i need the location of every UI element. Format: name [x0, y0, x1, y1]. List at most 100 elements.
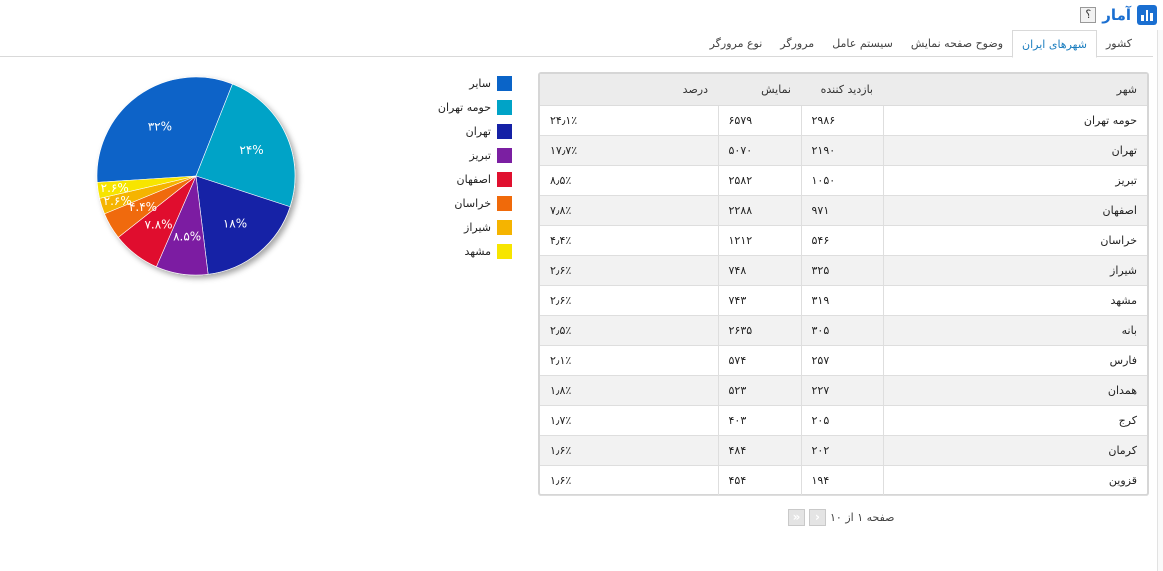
cell-city: کرج: [882, 405, 1147, 436]
tab-browser[interactable]: مرورگر: [780, 37, 815, 50]
cell-views: ۵۲۳: [717, 375, 801, 406]
cell-visitors: ۳۲۵: [800, 255, 883, 286]
cell-percent: ۲۴٫۱٪: [540, 105, 718, 136]
table-header-row: شهر بازدید کننده نمایش درصد: [540, 74, 1147, 106]
cell-visitors: ۲۱۹۰: [800, 135, 883, 166]
table-row[interactable]: مشهد ۳۱۹ ۷۴۳ ۲٫۶٪: [540, 285, 1147, 316]
scrollbar[interactable]: [1157, 30, 1163, 571]
cell-percent: ۱٫۶٪: [540, 435, 718, 466]
pie-slice[interactable]: [195, 83, 296, 208]
legend-item[interactable]: تهران: [436, 119, 512, 143]
pagination: صفحه ۱ از ۱۰ › »: [788, 509, 899, 526]
table-row[interactable]: فارس ۲۵۷ ۵۷۴ ۲٫۱٪: [540, 345, 1147, 376]
cell-city: فارس: [882, 345, 1147, 376]
cell-city: تبریز: [882, 165, 1147, 196]
table-row[interactable]: کرج ۲۰۵ ۴۰۳ ۱٫۷٪: [540, 405, 1147, 436]
table-row[interactable]: همدان ۲۲۷ ۵۲۳ ۱٫۸٪: [540, 375, 1147, 406]
pie-slice-label: ۷.۸%: [144, 218, 172, 232]
table-row[interactable]: خراسان ۵۴۶ ۱۲۱۲ ۴٫۴٪: [540, 225, 1147, 256]
legend-label: تبریز: [469, 148, 491, 162]
bar-chart-icon: [1137, 5, 1157, 25]
cell-city: مشهد: [882, 285, 1147, 316]
page-info: صفحه ۱ از ۱۰: [830, 511, 895, 524]
cell-city: شیراز: [882, 255, 1147, 286]
cell-percent: ۱٫۷٪: [540, 405, 718, 436]
tab-country[interactable]: کشور: [1105, 37, 1132, 50]
legend-swatch: [497, 243, 512, 259]
chevron-right-icon: ›: [815, 510, 820, 524]
tab-screen-resolution[interactable]: وضوح صفحه نمایش: [910, 37, 1004, 50]
column-header-city[interactable]: شهر: [883, 74, 1147, 106]
table-row[interactable]: تهران ۲۱۹۰ ۵۰۷۰ ۱۷٫۷٪: [540, 135, 1147, 166]
cell-visitors: ۱۹۴: [800, 465, 883, 496]
legend-item[interactable]: خراسان: [436, 191, 512, 215]
pie-chart: ۳۲% ۲۴% ۱۸% ۸.۵% ۷.۸% ۴.۴% ۲.۶% ۲.۶%: [96, 76, 306, 286]
legend-item[interactable]: مشهد: [436, 239, 512, 263]
cell-views: ۵۷۴: [717, 345, 801, 376]
legend-item[interactable]: تبریز: [436, 143, 512, 167]
cell-visitors: ۲۰۲: [800, 435, 883, 466]
cell-percent: ۲٫۶٪: [540, 285, 718, 316]
pie-slice-label: ۴.۴%: [129, 200, 157, 214]
cell-percent: ۱٫۸٪: [540, 375, 718, 406]
pie-slice[interactable]: [96, 76, 233, 183]
column-header-percent[interactable]: درصد: [540, 74, 718, 106]
cell-views: ۴۸۴: [717, 435, 801, 466]
next-page-button[interactable]: ›: [809, 509, 826, 526]
cell-views: ۵۰۷۰: [717, 135, 801, 166]
legend-label: شیراز: [464, 220, 491, 234]
cell-percent: ۴٫۴٪: [540, 225, 718, 256]
cell-percent: ۲٫۶٪: [540, 255, 718, 286]
cell-visitors: ۲۹۸۶: [800, 105, 883, 136]
help-button[interactable]: ؟: [1080, 7, 1097, 23]
cell-city: بانه: [882, 315, 1147, 346]
table-row[interactable]: کرمان ۲۰۲ ۴۸۴ ۱٫۶٪: [540, 435, 1147, 466]
pie-slice-label: ۲۴%: [239, 143, 263, 157]
table-row[interactable]: حومه تهران ۲۹۸۶ ۶۵۷۹ ۲۴٫۱٪: [540, 105, 1147, 136]
cell-city: خراسان: [882, 225, 1147, 256]
pie-chart-svg: ۳۲% ۲۴% ۱۸% ۸.۵%۷.۸% ۴.۴%۲.۶%۲.۶%: [96, 76, 296, 276]
last-page-button[interactable]: »: [788, 509, 805, 526]
cell-city: قزوین: [882, 465, 1147, 496]
cell-city: حومه تهران: [882, 105, 1147, 136]
page-title: آمار: [1102, 6, 1131, 24]
pie-slice[interactable]: [195, 175, 291, 275]
tab-iran-cities[interactable]: شهرهای ایران: [1012, 30, 1097, 58]
legend-item[interactable]: سایر: [436, 71, 512, 95]
cell-views: ۲۶۳۵: [717, 315, 801, 346]
table-row[interactable]: اصفهان ۹۷۱ ۲۲۸۸ ۷٫۸٪: [540, 195, 1147, 226]
pie-slice-label: ۲.۶%: [104, 194, 132, 208]
legend-item[interactable]: اصفهان: [436, 167, 512, 191]
column-header-visitors[interactable]: بازدید کننده: [801, 74, 883, 106]
stats-table: شهر بازدید کننده نمایش درصد حومه تهران ۲۹…: [540, 74, 1147, 496]
table-row[interactable]: بانه ۳۰۵ ۲۶۳۵ ۲٫۵٪: [540, 315, 1147, 346]
cell-visitors: ۱۰۵۰: [800, 165, 883, 196]
legend-swatch: [497, 75, 512, 91]
chart-legend: سایر حومه تهران تهران تبریز اصفهان خراسان شیرا…: [436, 71, 512, 263]
column-header-views[interactable]: نمایش: [718, 74, 801, 106]
legend-label: حومه تهران: [437, 100, 491, 114]
legend-swatch: [497, 99, 512, 115]
pie-slice-label: ۸.۵%: [173, 230, 201, 244]
table-body: حومه تهران ۲۹۸۶ ۶۵۷۹ ۲۴٫۱٪ تهران ۲۱۹۰ ۵۰۷۰ ۱۷٫۷…: [540, 105, 1147, 496]
cell-percent: ۲٫۵٪: [540, 315, 718, 346]
tab-operating-system[interactable]: سیستم عامل: [832, 37, 893, 50]
cell-views: ۷۴۸: [717, 255, 801, 286]
table-row[interactable]: تبریز ۱۰۵۰ ۲۵۸۲ ۸٫۵٪: [540, 165, 1147, 196]
table-row[interactable]: قزوین ۱۹۴ ۴۵۴ ۱٫۶٪: [540, 465, 1147, 496]
legend-item[interactable]: حومه تهران: [436, 95, 512, 119]
table-row[interactable]: شیراز ۳۲۵ ۷۴۸ ۲٫۶٪: [540, 255, 1147, 286]
cell-views: ۱۲۱۲: [717, 225, 801, 256]
legend-label: خراسان: [454, 196, 491, 210]
tab-browser-type[interactable]: نوع مرورگر: [709, 37, 763, 50]
cell-city: تهران: [882, 135, 1147, 166]
legend-item[interactable]: شیراز: [436, 215, 512, 239]
cell-views: ۲۲۸۸: [717, 195, 801, 226]
legend-label: اصفهان: [456, 172, 491, 186]
cell-percent: ۲٫۱٪: [540, 345, 718, 376]
cell-city: اصفهان: [882, 195, 1147, 226]
legend-swatch: [497, 195, 512, 211]
legend-label: تهران: [465, 124, 491, 138]
tab-bar: کشور شهرهای ایران وضوح صفحه نمایش سیستم …: [0, 30, 1153, 58]
pie-slice[interactable]: [96, 175, 197, 199]
